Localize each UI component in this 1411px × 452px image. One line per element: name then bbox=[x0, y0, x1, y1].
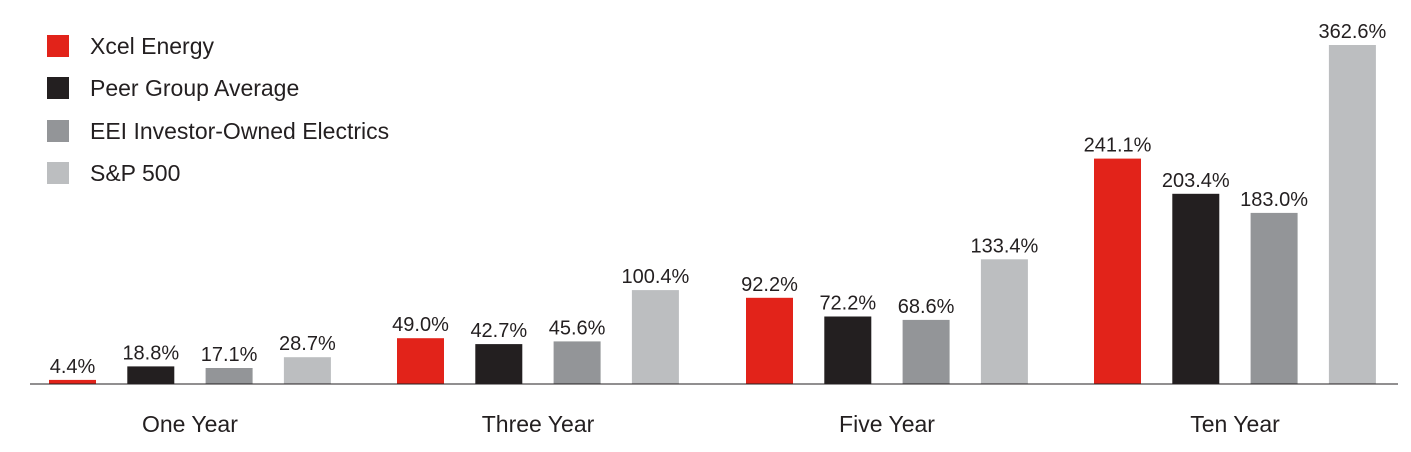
legend-swatch-peer-group-average bbox=[47, 77, 69, 99]
value-label-sandp-500-three-year: 100.4% bbox=[621, 266, 689, 288]
value-label-sandp-500-ten-year: 362.6% bbox=[1318, 21, 1386, 43]
bar-sandp-500-three-year bbox=[631, 290, 679, 384]
bar-group-three-year: 49.0% 42.7% 45.6% 100.4% bbox=[392, 266, 690, 384]
legend-swatch-eei-investor-owned-electrics bbox=[47, 120, 69, 142]
value-label-peer-group-average-ten-year: 203.4% bbox=[1162, 170, 1230, 192]
category-label-ten-year: Ten Year bbox=[1190, 411, 1280, 437]
bar-sandp-500-five-year bbox=[980, 259, 1028, 384]
bar-group-ten-year: 241.1% 203.4% 183.0% 362.6% bbox=[1084, 21, 1387, 384]
bar-eei-investor-owned-electrics-five-year bbox=[902, 319, 950, 384]
bar-eei-investor-owned-electrics-ten-year bbox=[1250, 212, 1298, 384]
value-label-sandp-500-one-year: 28.7% bbox=[279, 333, 336, 355]
value-label-xcel-energy-one-year: 4.4% bbox=[50, 356, 96, 378]
legend-label-peer-group-average: Peer Group Average bbox=[90, 75, 299, 101]
value-label-sandp-500-five-year: 133.4% bbox=[970, 235, 1038, 257]
bar-xcel-energy-one-year bbox=[49, 379, 96, 384]
bar-xcel-energy-ten-year bbox=[1094, 158, 1141, 384]
category-labels: One Year Three Year Five Year Ten Year bbox=[142, 411, 1280, 437]
bar-xcel-energy-three-year bbox=[397, 338, 444, 384]
chart-legend: Xcel Energy Peer Group Average EEI Investo… bbox=[47, 33, 389, 186]
legend-label-xcel-energy: Xcel Energy bbox=[90, 33, 215, 59]
legend-swatch-xcel-energy bbox=[47, 35, 69, 57]
value-label-peer-group-average-five-year: 72.2% bbox=[819, 293, 876, 315]
category-label-one-year: One Year bbox=[142, 411, 238, 437]
bar-eei-investor-owned-electrics-one-year bbox=[205, 368, 253, 384]
legend-swatch-sandp-500 bbox=[47, 162, 69, 184]
value-label-eei-investor-owned-electrics-one-year: 17.1% bbox=[201, 344, 258, 366]
bar-group-five-year: 92.2% 72.2% 68.6% 133.4% bbox=[741, 235, 1039, 384]
bar-xcel-energy-five-year bbox=[746, 297, 793, 384]
value-label-eei-investor-owned-electrics-five-year: 68.6% bbox=[898, 296, 955, 318]
bar-peer-group-average-three-year bbox=[475, 344, 523, 384]
bar-sandp-500-one-year bbox=[283, 357, 331, 384]
category-label-three-year: Three Year bbox=[482, 411, 595, 437]
legend-label-eei-investor-owned-electrics: EEI Investor-Owned Electrics bbox=[90, 118, 389, 144]
bar-sandp-500-ten-year bbox=[1328, 45, 1376, 384]
bar-groups: 4.4% 18.8% 17.1% 28.7% 49.0% 42.7% 45.6% 100.4%… bbox=[49, 21, 1387, 384]
bar-peer-group-average-ten-year bbox=[1172, 193, 1220, 384]
legend-label-sandp-500: S&P 500 bbox=[90, 160, 180, 186]
bar-group-one-year: 4.4% 18.8% 17.1% 28.7% bbox=[49, 333, 336, 384]
value-label-xcel-energy-three-year: 49.0% bbox=[392, 314, 449, 336]
value-label-eei-investor-owned-electrics-ten-year: 183.0% bbox=[1240, 189, 1308, 211]
bar-eei-investor-owned-electrics-three-year bbox=[553, 341, 601, 384]
value-label-xcel-energy-ten-year: 241.1% bbox=[1084, 135, 1152, 157]
bar-peer-group-average-five-year bbox=[824, 316, 872, 384]
category-label-five-year: Five Year bbox=[839, 411, 935, 437]
value-label-eei-investor-owned-electrics-three-year: 45.6% bbox=[549, 317, 606, 339]
value-label-peer-group-average-three-year: 42.7% bbox=[470, 320, 527, 342]
bar-peer-group-average-one-year bbox=[127, 366, 175, 384]
value-label-peer-group-average-one-year: 18.8% bbox=[122, 342, 179, 364]
value-label-xcel-energy-five-year: 92.2% bbox=[741, 274, 798, 296]
